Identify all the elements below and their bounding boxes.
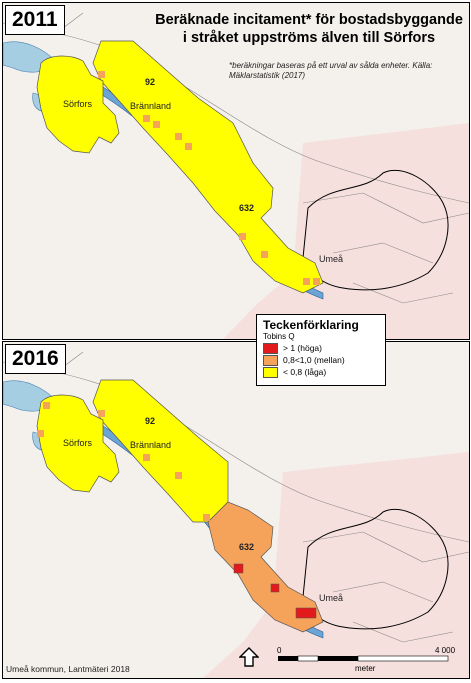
legend-swatch-low [263,367,278,378]
urban-area [203,452,469,678]
legend-title: Teckenförklaring [263,318,359,332]
legend-item-high: > 1 (höga) [263,343,379,354]
scale-unit-label: meter [355,664,376,673]
boundary-line [302,508,449,630]
place-label-sorfors: Sörfors [63,438,93,448]
road-label-632: 632 [239,203,255,213]
legend-item-medium: 0,8<1,0 (mellan) [263,355,379,366]
road-label-92: 92 [145,416,156,426]
scale-end-label: 4 000 [435,646,456,655]
place-label-brannland: Brännland [130,101,172,111]
map-panel-2016: 2016 Sörfors Brännland Umeå 92 632 [2,341,470,679]
legend-item-low: < 0,8 (låga) [263,367,379,378]
place-label-sorfors: Sörfors [63,99,93,109]
source-note: *beräkningar baseras på ett urval av sål… [229,61,433,80]
legend-label-low: < 0,8 (låga) [283,367,327,377]
legend-swatch-high [263,343,278,354]
place-label-umea: Umeå [319,254,344,264]
place-label-brannland: Brännland [130,440,172,450]
scale-start-label: 0 [277,646,282,655]
corridor-area-2016-medium [207,501,324,633]
north-arrow-icon [238,647,260,672]
road-label-92: 92 [145,77,156,87]
legend-swatch-medium [263,355,278,366]
map-2011-svg [3,3,469,339]
place-label-umea: Umeå [319,593,344,603]
credit-text: Umeå kommun, Lantmäteri 2018 [6,664,130,674]
map-title: Beräknade incitament* för bostadsbyggand… [155,12,463,46]
scale-bar: 0 4 000 meter [277,645,463,678]
boundary-line [302,169,449,291]
legend-label-medium: 0,8<1,0 (mellan) [283,355,345,365]
road-label-632: 632 [239,542,255,552]
medium-cells-2016 [37,402,210,521]
legend-label-high: > 1 (höga) [283,343,322,353]
legend: Teckenförklaring Tobins Q > 1 (höga) 0,8… [256,314,386,386]
year-label-2016: 2016 [5,344,66,374]
corridor-area-2011 [92,40,324,294]
legend-subtitle: Tobins Q [263,332,295,341]
medium-cells-2011 [98,71,320,285]
high-cells-2016 [233,563,317,619]
scale-bar-segments [278,655,449,662]
sorfors-area-2016 [36,394,120,493]
map-panel-2011: 2011 Beräknade incitament* för bostadsby… [2,2,470,340]
map-2016-svg [3,342,469,678]
sorfors-area-2011 [36,55,120,154]
year-label-2011: 2011 [5,5,65,35]
